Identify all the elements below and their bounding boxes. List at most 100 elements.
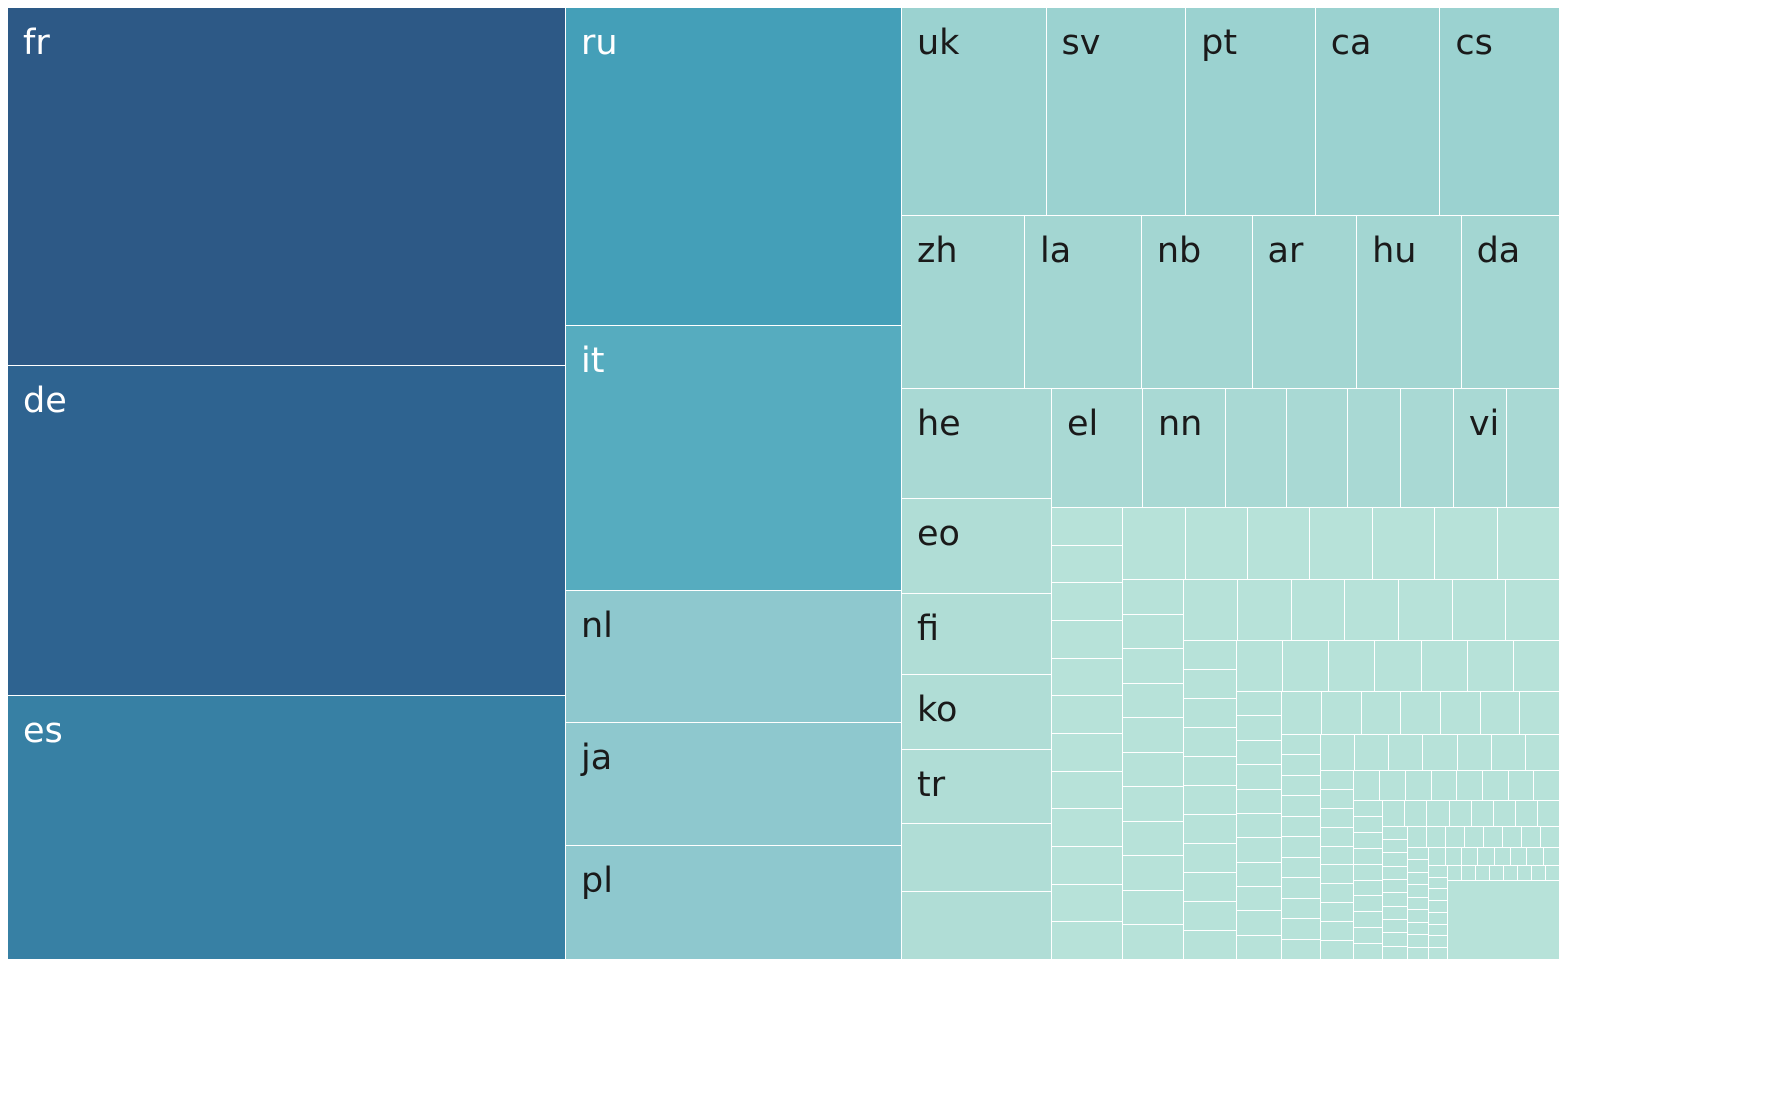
- treemap-cell-minor: [1236, 911, 1283, 936]
- treemap-cell-minor: [1052, 508, 1124, 546]
- treemap-cell-minor: [1520, 692, 1560, 735]
- treemap-cell-es: es: [8, 696, 566, 960]
- treemap-cell-minor: [1355, 734, 1390, 771]
- treemap-cell-cs: cs: [1440, 8, 1560, 216]
- treemap-cell-minor: [1354, 944, 1384, 960]
- treemap-cell-minor: [1052, 771, 1124, 810]
- cell-label-nn: nn: [1157, 404, 1203, 444]
- cell-label-el: el: [1067, 404, 1099, 444]
- treemap-cell-minor: [1184, 580, 1238, 642]
- treemap-cell-minor: [1508, 770, 1535, 802]
- treemap-cell-minor: [1447, 880, 1560, 960]
- treemap-cell-ca: ca: [1315, 8, 1441, 216]
- treemap-cell-minor: [1545, 865, 1560, 881]
- treemap-cell-minor: [1380, 770, 1406, 802]
- treemap-cell-minor: [1184, 641, 1237, 671]
- treemap-cell-minor: [1236, 838, 1283, 863]
- treemap-cell-minor: [1383, 801, 1406, 827]
- cell-label-ar: ar: [1267, 231, 1304, 271]
- treemap-cell-minor: [1461, 865, 1476, 881]
- treemap-cell-minor: [1123, 580, 1185, 615]
- treemap-cell-minor: [1321, 846, 1355, 866]
- treemap-cell-minor: [1321, 922, 1355, 942]
- treemap-cell-unlabeled: [902, 824, 1052, 893]
- treemap-cell-minor: [1407, 872, 1430, 886]
- treemap-cell-minor: [1123, 787, 1185, 822]
- cell-label-it: it: [581, 341, 605, 382]
- treemap-cell-minor: [1282, 796, 1321, 817]
- treemap-cell-minor: [1052, 583, 1124, 621]
- cell-label-es: es: [23, 711, 63, 752]
- treemap-cell-minor: [1123, 925, 1185, 960]
- treemap-cell-minor: [1383, 946, 1408, 960]
- treemap-cell-minor: [1407, 847, 1430, 861]
- treemap-cell-nl: nl: [566, 590, 902, 723]
- treemap-cell-nb: nb: [1141, 216, 1253, 389]
- treemap-cell-minor: [1236, 692, 1283, 717]
- cell-label-fr: fr: [23, 23, 50, 63]
- treemap-cell-minor: [1475, 865, 1490, 881]
- treemap-cell-minor: [1543, 847, 1560, 866]
- treemap-cell-minor: [1321, 734, 1356, 771]
- treemap-cell-minor: [1321, 827, 1355, 847]
- treemap-cell-minor: [1429, 865, 1448, 878]
- treemap-cell-minor: [1429, 924, 1448, 937]
- treemap-cell-vi: vi: [1453, 389, 1507, 508]
- treemap-cell-minor: [1321, 903, 1355, 923]
- treemap-cell-minor: [1236, 765, 1283, 790]
- treemap-cell-minor: [1236, 886, 1283, 912]
- treemap-cell-minor: [1483, 826, 1503, 848]
- treemap-cell-minor: [1354, 912, 1384, 929]
- treemap-cell-minor: [1429, 936, 1448, 949]
- treemap-cell-minor: [1383, 933, 1408, 947]
- treemap-cell-minor: [1329, 641, 1376, 693]
- treemap-cell-minor: [1407, 885, 1430, 898]
- treemap-cell-minor: [1383, 919, 1408, 934]
- treemap-cell-minor: [1184, 931, 1237, 960]
- treemap-cell-minor: [1236, 740, 1283, 766]
- treemap-cell-minor: [1457, 770, 1483, 802]
- treemap-cell-minor: [1123, 752, 1185, 788]
- treemap-cell-ko: ko: [902, 675, 1052, 750]
- treemap-cell-minor: [1236, 641, 1284, 693]
- treemap-cell-minor: [1052, 884, 1124, 923]
- treemap-cell-minor: [1237, 580, 1292, 642]
- treemap-cell-minor: [1407, 947, 1430, 960]
- treemap-cell-minor: [1429, 948, 1448, 960]
- treemap-cell-minor: [1493, 801, 1516, 827]
- cell-label-ru: ru: [581, 23, 618, 63]
- treemap-cell-minor: [1354, 928, 1384, 945]
- treemap-cell-unlabeled: [1287, 389, 1348, 508]
- treemap-cell-minor: [1354, 832, 1384, 849]
- treemap-cell-minor: [1423, 734, 1458, 771]
- treemap-cell-minor: [1513, 641, 1560, 693]
- treemap-cell-minor: [1052, 696, 1124, 734]
- treemap-cell-de: de: [8, 366, 566, 697]
- treemap-cell-minor: [1407, 935, 1430, 948]
- treemap-cell-minor: [1502, 826, 1522, 848]
- cell-label-cs: cs: [1455, 23, 1493, 63]
- cell-label-pl: pl: [581, 860, 613, 901]
- treemap-cell-minor: [1383, 906, 1408, 920]
- cell-label-da: da: [1476, 231, 1521, 271]
- treemap-cell-minor: [1461, 847, 1479, 866]
- treemap-cell-ru: ru: [566, 8, 902, 327]
- treemap-cell-minor: [1185, 508, 1248, 581]
- treemap-cell-minor: [1247, 508, 1311, 581]
- treemap-cell-minor: [1534, 770, 1560, 802]
- treemap-cell-unlabeled: [1347, 389, 1401, 508]
- treemap-cell-minor: [1282, 919, 1321, 940]
- treemap-cell-minor: [1321, 789, 1355, 809]
- treemap-cell-minor: [1421, 641, 1468, 693]
- treemap-cell-eo: eo: [902, 499, 1052, 594]
- treemap-cell-minor: [1525, 734, 1560, 771]
- cell-label-la: la: [1039, 231, 1072, 271]
- treemap-cell-minor: [1282, 816, 1321, 838]
- treemap-cell-minor: [1184, 786, 1237, 816]
- treemap-cell-minor: [1471, 801, 1494, 827]
- cell-label-eo: eo: [917, 514, 960, 554]
- treemap-cell-minor: [1372, 508, 1436, 581]
- treemap-cell-minor: [1447, 865, 1462, 881]
- treemap-cell-minor: [1321, 865, 1355, 885]
- treemap-cell-minor: [1184, 815, 1237, 845]
